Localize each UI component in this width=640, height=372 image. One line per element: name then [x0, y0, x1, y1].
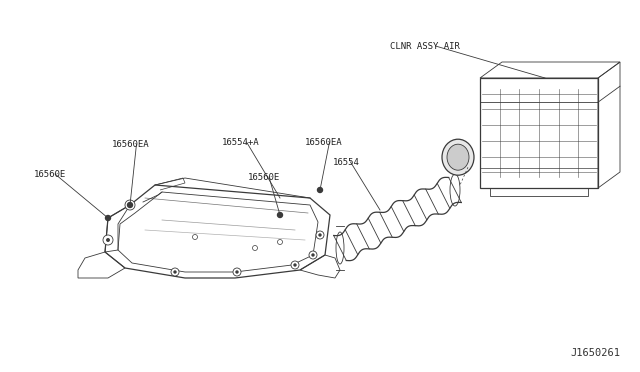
- Ellipse shape: [317, 187, 323, 192]
- Text: 16560EA: 16560EA: [305, 138, 342, 147]
- Text: CLNR ASSY AIR: CLNR ASSY AIR: [390, 42, 460, 51]
- Ellipse shape: [106, 215, 111, 221]
- Ellipse shape: [319, 234, 321, 236]
- Ellipse shape: [278, 212, 282, 218]
- Ellipse shape: [174, 271, 176, 273]
- Ellipse shape: [233, 268, 241, 276]
- Ellipse shape: [193, 234, 198, 240]
- Ellipse shape: [278, 240, 282, 244]
- Ellipse shape: [294, 264, 296, 266]
- Text: J1650261: J1650261: [570, 348, 620, 358]
- Text: 16560E: 16560E: [248, 173, 280, 182]
- Ellipse shape: [107, 239, 109, 241]
- Text: 16560EA: 16560EA: [112, 140, 150, 149]
- Bar: [480, 78, 598, 188]
- Ellipse shape: [291, 261, 299, 269]
- Ellipse shape: [447, 144, 469, 170]
- Ellipse shape: [129, 204, 131, 206]
- Ellipse shape: [309, 251, 317, 259]
- Ellipse shape: [442, 139, 474, 175]
- Ellipse shape: [316, 231, 324, 239]
- Ellipse shape: [127, 202, 132, 208]
- Ellipse shape: [236, 271, 238, 273]
- Ellipse shape: [253, 246, 257, 250]
- Text: 16560E: 16560E: [34, 170, 67, 179]
- Text: 16554: 16554: [333, 158, 360, 167]
- Ellipse shape: [171, 268, 179, 276]
- Text: 16554+A: 16554+A: [222, 138, 260, 147]
- Ellipse shape: [125, 200, 135, 210]
- Ellipse shape: [103, 235, 113, 245]
- Ellipse shape: [312, 254, 314, 256]
